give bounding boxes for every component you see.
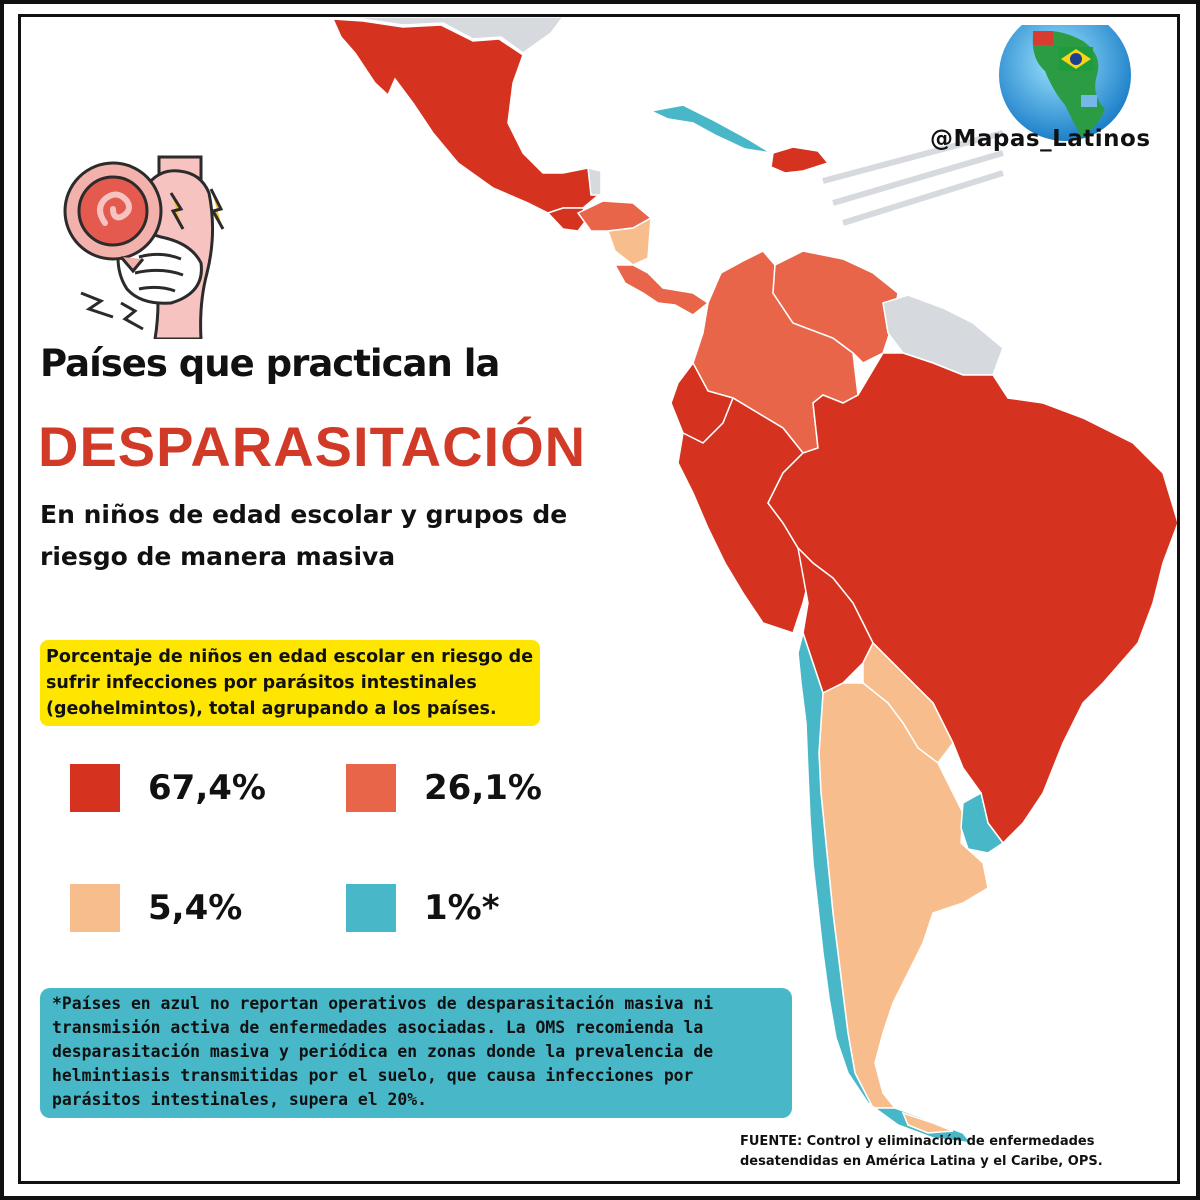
- region-belize: [587, 167, 602, 196]
- legend-value-4: 1%*: [424, 888, 500, 928]
- legend-value-3: 5,4%: [148, 888, 243, 928]
- region-uruguay: [960, 791, 1005, 854]
- legend-value-1: 67,4%: [148, 768, 266, 808]
- source-line-1: FUENTE: Control y eliminación de enferme…: [740, 1134, 1095, 1149]
- region-chile: [797, 630, 973, 1144]
- region-usa: [332, 17, 564, 54]
- latin-america-map: [331, 17, 1177, 1144]
- title-line-1: Países que practican la: [40, 342, 500, 385]
- globe-flags-icon: [999, 25, 1131, 141]
- region-mexico: [331, 18, 602, 214]
- region-cuba: [648, 104, 772, 154]
- legend-swatch-1: [70, 764, 120, 812]
- legend-swatch-3: [70, 884, 120, 932]
- title-line-2: DESPARASITACIÓN: [38, 415, 587, 478]
- legend-value-2: 26,1%: [424, 768, 542, 808]
- source-line-2: desatendidas en América Latina y el Cari…: [740, 1154, 1103, 1169]
- highlight-box: Porcentaje de niños en edad escolar en r…: [40, 640, 540, 726]
- region-tierra-del-fuego: [901, 1111, 954, 1134]
- legend-item-4: 1%*: [346, 884, 500, 932]
- brand-handle: @Mapas_Latinos: [930, 126, 1151, 152]
- legend-item-2: 26,1%: [346, 764, 542, 812]
- stomach-parasite-icon: [63, 155, 225, 339]
- region-caribbean: [822, 130, 1004, 226]
- legend-swatch-2: [346, 764, 396, 812]
- region-hispaniola: [770, 146, 830, 174]
- legend-item-1: 67,4%: [70, 764, 266, 812]
- region-nicaragua: [606, 216, 652, 266]
- legend-swatch-4: [346, 884, 396, 932]
- region-costarica-panama: [613, 264, 710, 316]
- subtitle: En niños de edad escolar y grupos de rie…: [40, 500, 568, 571]
- legend-item-3: 5,4%: [70, 884, 242, 932]
- source-credit: FUENTE: Control y eliminación de enferme…: [740, 1132, 1103, 1172]
- footnote-box: *Países en azul no reportan operativos d…: [40, 988, 792, 1118]
